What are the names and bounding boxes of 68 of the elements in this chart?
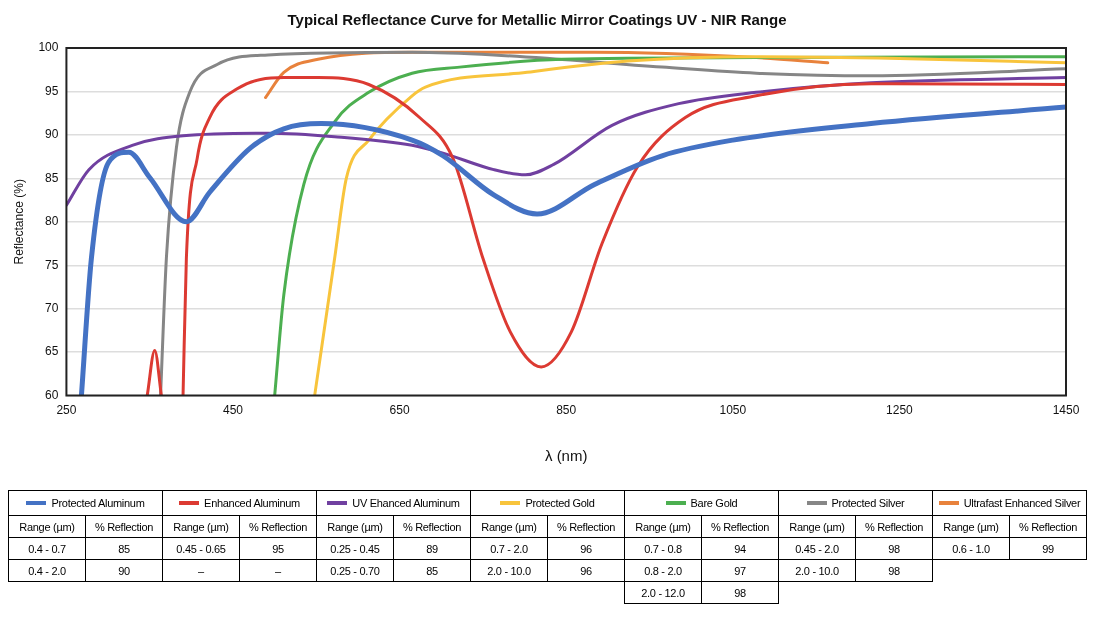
text: 0.25 - 0.70 [316,559,394,582]
y-axis-title: Reflectance (%) [11,179,26,265]
legend-label: Protected Silver [831,497,905,509]
y-tick-label: 75 [45,257,59,272]
y-tick-label: 90 [45,127,59,142]
legend-label: UV Ehanced Aluminum [352,497,460,509]
text: % Reflection [248,520,308,533]
text: % Reflection [85,515,163,538]
chart-title: Typical Reflectance Curve for Metallic Mirror Coatings UV - NIR Range [287,11,787,29]
text: 0.8 - 2.0 [624,559,702,582]
text: 98 [855,537,933,560]
text: Range (µm) [481,520,537,533]
y-tick-label: 65 [45,344,59,359]
text: 85 [393,559,471,582]
y-tick-label: 60 [45,387,59,402]
text: 95 [239,537,317,560]
text: 94 [701,537,779,560]
x-tick-label: 450 [223,403,244,418]
text: 0.45 - 0.65 [162,537,240,560]
text: 89 [393,537,471,560]
text: Range (µm) [8,515,86,538]
legend-label: Enhanced Aluminum [204,497,300,509]
x-tick-label: 850 [556,403,577,418]
text: % Reflection [710,520,770,533]
y-tick-label: 70 [45,301,59,316]
text: 0.7 - 2.0 [470,537,548,560]
x-tick-label: 650 [389,403,410,418]
legend-label: Ultrafast Enhanced Silver [963,497,1081,509]
legend-label: Protected Aluminum [51,497,145,509]
text: 2.0 - 12.0 [624,581,702,604]
text: % Reflection [864,520,924,533]
text: Range (µm) [327,520,383,533]
text: – [162,559,240,582]
x-tick-label: 250 [56,403,77,418]
text: 0.7 - 0.8 [624,537,702,560]
text: 0.45 - 2.0 [778,537,856,560]
text: 97 [701,559,779,582]
text: % Reflection [556,520,616,533]
x-axis-title: λ (nm) [544,447,588,465]
text: 98 [701,581,779,604]
text: – [239,559,317,582]
y-tick-label: 85 [45,170,59,185]
text: Range (µm) [173,520,229,533]
y-tick-label: 95 [45,83,59,98]
text: % Reflection [1018,520,1078,533]
text: 0.6 - 1.0 [932,537,1010,560]
x-tick-label: 1250 [886,403,914,418]
x-tick-label: 1050 [719,403,747,418]
y-tick-label: 80 [45,214,59,229]
text: 85 [85,537,163,560]
text: 2.0 - 10.0 [470,559,548,582]
text: 2.0 - 10.0 [778,559,856,582]
text: Range (µm) [943,520,999,533]
text: Range (µm) [789,520,845,533]
text: % Reflection [402,520,462,533]
text: 96 [547,537,625,560]
text: 0.4 - 0.7 [8,537,86,560]
text: 0.4 - 2.0 [8,559,86,582]
text: 0.25 - 0.45 [316,537,394,560]
x-tick-label: 1450 [1052,403,1080,418]
text: Range (µm) [635,520,691,533]
text: 90 [85,559,163,582]
text: 96 [547,559,625,582]
text: 99 [1009,537,1087,560]
text: 98 [855,559,933,582]
legend-label: Protected Gold [525,497,595,509]
legend-label: Bare Gold [690,497,738,509]
y-tick-label: 100 [38,40,59,55]
